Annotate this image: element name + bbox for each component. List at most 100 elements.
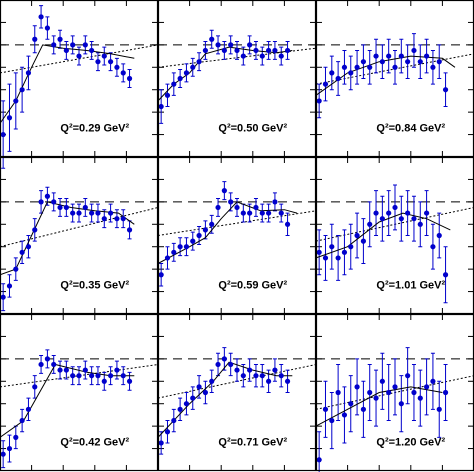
data-point <box>6 445 13 452</box>
panel: Q²=0.50 GeV² <box>157 0 317 158</box>
data-point <box>278 373 284 379</box>
data-point <box>108 59 114 65</box>
data-point <box>247 367 253 373</box>
data-point <box>190 64 196 70</box>
data-point <box>430 378 436 384</box>
data-point <box>38 199 44 205</box>
data-point <box>89 210 95 216</box>
data-point <box>51 361 57 368</box>
data-point <box>405 373 411 379</box>
data-point <box>63 367 69 373</box>
data-point <box>44 193 51 199</box>
data-point <box>278 53 284 59</box>
fit-curve <box>315 212 451 259</box>
data-point <box>373 53 379 59</box>
data-point <box>430 64 436 70</box>
data-point <box>266 47 272 54</box>
data-point <box>367 221 373 227</box>
data-point <box>51 199 57 205</box>
panel-frame <box>157 0 317 158</box>
data-point <box>158 272 164 278</box>
fit-curve <box>0 363 135 438</box>
data-point <box>89 373 95 379</box>
data-point <box>95 210 101 216</box>
data-point <box>177 244 183 250</box>
data-point <box>360 406 366 412</box>
data-point <box>234 367 240 373</box>
data-point <box>57 204 63 211</box>
panel: Q²=1.20 GeV² <box>315 313 474 472</box>
panel-label: Q²=0.50 GeV² <box>218 123 287 135</box>
fit-curve <box>315 55 456 96</box>
data-point <box>183 244 190 250</box>
data-point <box>405 210 411 216</box>
fit-curve <box>0 201 135 276</box>
data-point <box>164 429 171 435</box>
panel-label: Q²=0.42 GeV² <box>60 437 129 449</box>
data-point <box>411 47 417 54</box>
data-point <box>316 249 322 255</box>
data-point <box>253 204 259 211</box>
panel-label: Q²=1.01 GeV² <box>376 280 445 292</box>
data-point <box>386 210 392 216</box>
data-point <box>44 25 51 31</box>
data-point <box>120 70 126 76</box>
data-point <box>183 401 190 407</box>
data-point <box>19 417 25 424</box>
data-point <box>76 210 82 216</box>
data-point <box>442 389 449 396</box>
data-point <box>392 64 398 70</box>
data-point <box>417 59 423 65</box>
data-point <box>101 216 107 222</box>
data-point <box>398 216 404 222</box>
fit-curve <box>157 361 293 438</box>
data-point <box>108 373 114 379</box>
panel-label: Q²=1.20 GeV² <box>376 437 445 449</box>
panel: Q²=0.71 GeV² <box>157 313 317 472</box>
data-point <box>278 210 284 216</box>
data-point <box>70 42 76 48</box>
data-point <box>354 64 360 70</box>
data-point <box>272 199 278 205</box>
data-point <box>6 283 13 289</box>
data-point <box>82 204 88 211</box>
data-point <box>89 47 95 54</box>
panel-label: Q²=0.35 GeV² <box>60 280 129 292</box>
data-point <box>322 81 329 87</box>
data-point <box>196 232 202 239</box>
data-point <box>215 42 221 48</box>
data-point <box>158 103 164 110</box>
data-point <box>411 216 417 222</box>
data-point <box>13 434 19 440</box>
data-point <box>19 87 25 93</box>
data-point <box>379 378 385 384</box>
data-point <box>329 70 335 76</box>
data-point <box>202 47 208 54</box>
data-point <box>398 401 404 407</box>
data-point <box>284 378 291 384</box>
data-point <box>202 227 208 233</box>
data-point <box>322 255 329 261</box>
data-point <box>221 356 227 362</box>
data-point <box>38 14 44 20</box>
data-point <box>126 227 133 233</box>
data-point <box>411 389 417 396</box>
data-point <box>209 378 215 384</box>
data-point <box>101 53 107 59</box>
data-point <box>329 417 335 424</box>
data-point <box>341 412 348 418</box>
data-point <box>70 210 76 216</box>
data-point <box>405 59 411 65</box>
data-point <box>247 42 253 48</box>
trend-curve <box>0 207 159 248</box>
panel-frame <box>0 0 159 158</box>
data-point <box>436 406 442 412</box>
data-point <box>348 401 354 407</box>
data-point <box>120 373 126 379</box>
data-point <box>240 53 246 59</box>
data-point <box>82 42 88 48</box>
data-point <box>259 373 265 379</box>
panel-frame <box>157 156 317 315</box>
data-point <box>177 75 183 82</box>
